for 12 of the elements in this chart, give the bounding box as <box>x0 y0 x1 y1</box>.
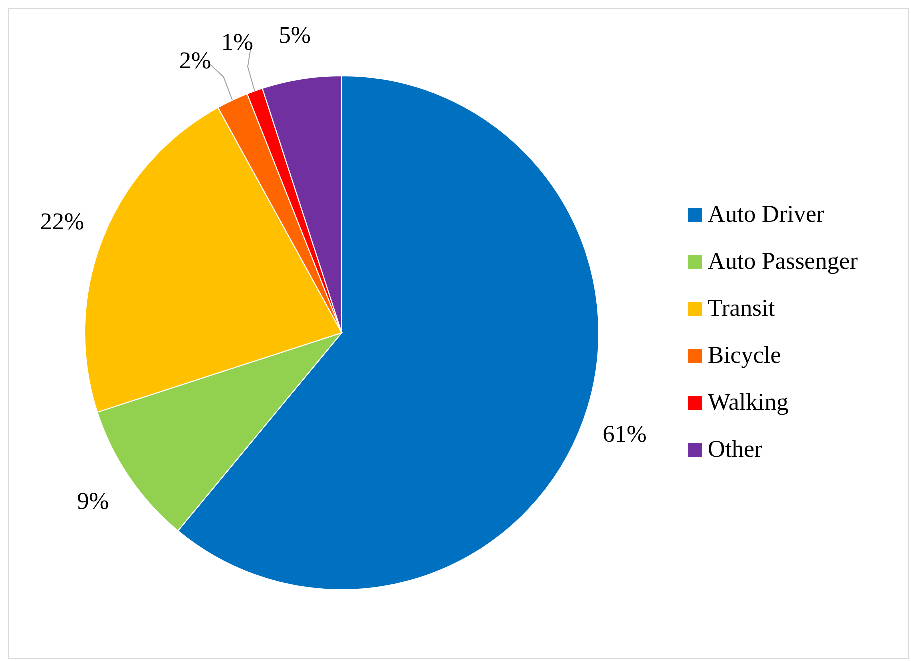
legend-label: Bicycle <box>708 343 782 369</box>
data-label: 5% <box>278 23 311 50</box>
legend-label: Transit <box>708 296 776 322</box>
legend-label: Auto Passenger <box>708 249 858 275</box>
legend-label: Walking <box>708 390 789 416</box>
data-label: 1% <box>222 30 254 56</box>
data-label: 22% <box>40 209 84 236</box>
data-label: 9% <box>77 489 110 516</box>
data-label: 2% <box>179 48 212 75</box>
data-label: 61% <box>602 422 647 448</box>
legend-label: Auto Driver <box>708 202 825 228</box>
legend-label: Other <box>708 437 763 463</box>
